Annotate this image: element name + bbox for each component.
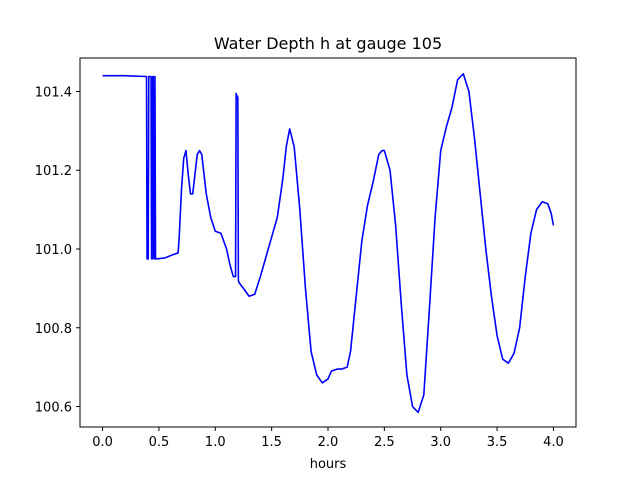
x-tick-label: 1.5 [261,435,282,450]
x-tick-label: 2.0 [318,435,339,450]
x-tick-label: 4.0 [543,435,564,450]
x-axis-label: hours [310,457,347,472]
x-tick-label: 3.0 [430,435,451,450]
plot-area [102,72,555,414]
chart-title: Water Depth h at gauge 105 [214,34,442,53]
x-axis: 0.0 0.5 1.0 1.5 2.0 2.5 3.0 3.5 4.0 [92,427,564,450]
y-tick-label: 101.2 [35,164,72,179]
x-tick-label: 0.5 [149,435,170,450]
x-tick-label: 0.0 [92,435,113,450]
x-tick-label: 2.5 [374,435,395,450]
y-tick-label: 101.4 [35,85,72,100]
y-axis: 100.6 100.8 101.0 101.2 101.4 [35,85,80,416]
y-tick-label: 101.0 [35,243,72,258]
series-line-0 [102,72,555,414]
x-tick-label: 3.5 [487,435,508,450]
x-tick-label: 1.0 [205,435,226,450]
y-tick-label: 100.6 [35,401,72,416]
y-tick-label: 100.8 [35,322,72,337]
